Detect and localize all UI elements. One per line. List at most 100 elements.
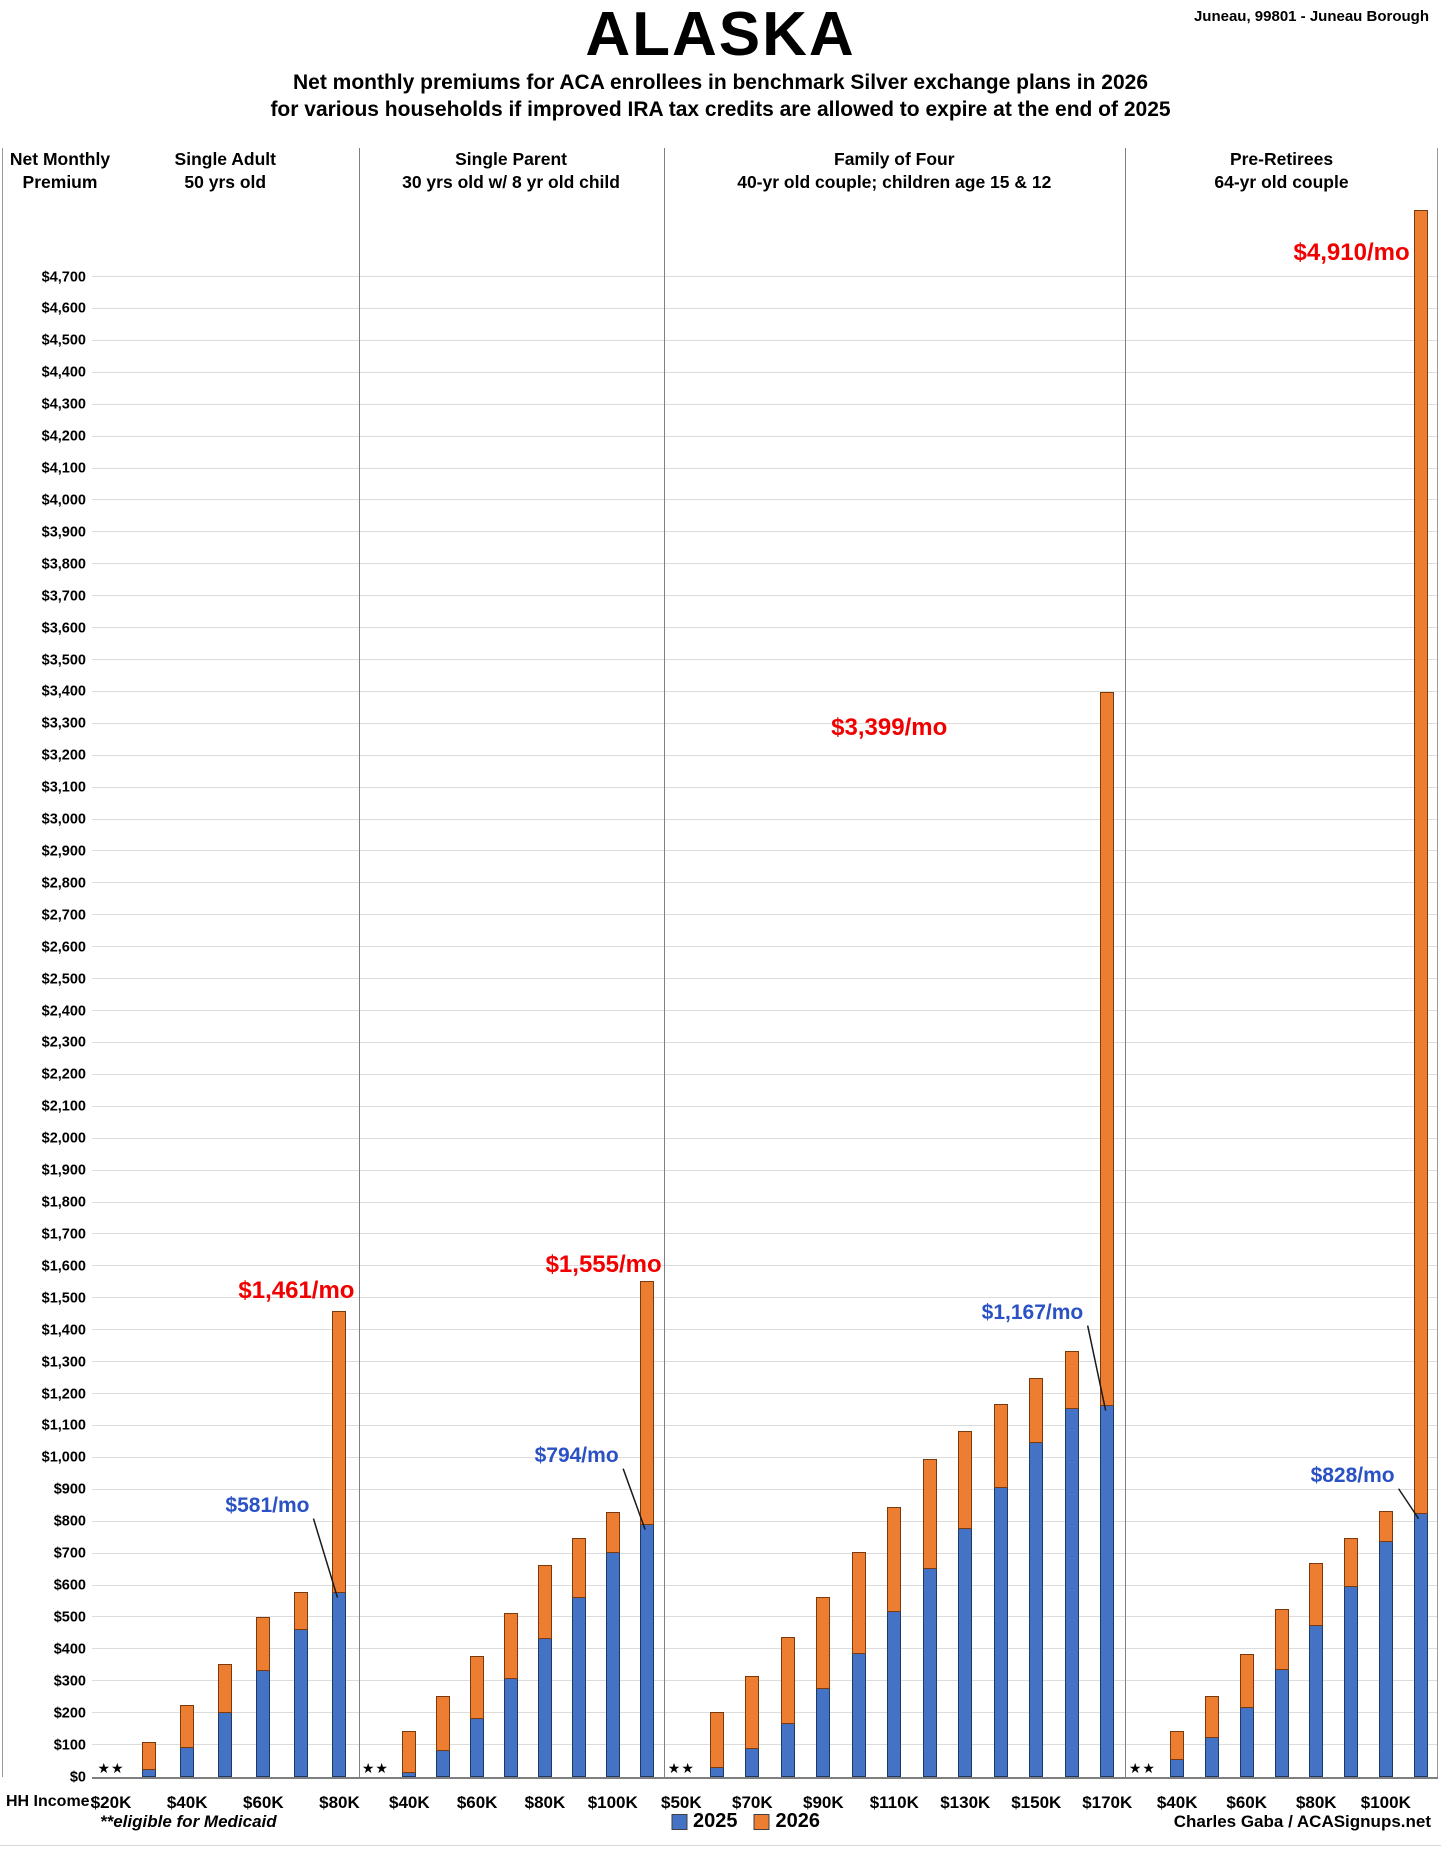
y-tick-label-3600: $3,600 <box>41 619 86 636</box>
bar-2025-single-parent-$110K <box>639 1523 654 1777</box>
gridline-3600 <box>92 627 1438 629</box>
x-tick-label-$60K: $60K <box>242 1793 284 1812</box>
callout-2026-value: $1,555/mo <box>545 1250 662 1278</box>
bar-2026-single-parent-$90K <box>571 1537 586 1598</box>
group-4-bars: ★★ $4,910/mo $828/mo <box>1125 210 1438 1777</box>
bar-2026-pre-retirees-$100K <box>1378 1510 1393 1542</box>
y-tick-label-1700: $1,700 <box>41 1226 86 1243</box>
gridline-300 <box>92 1680 1438 1682</box>
x-tick-label-$60K: $60K <box>1226 1793 1268 1812</box>
group-age-detail: 30 yrs old w/ 8 yr old child <box>402 171 620 192</box>
gridline-4200 <box>92 435 1438 437</box>
bar-2025-pre-retirees-$100K <box>1378 1540 1393 1777</box>
legend-swatch-2026 <box>753 1813 770 1830</box>
bar-2025-family-of-four-$140K <box>993 1486 1008 1777</box>
gridline-4400 <box>92 371 1438 373</box>
group-age-detail: 50 yrs old <box>184 171 267 192</box>
gridline-3500 <box>92 659 1438 660</box>
bar-2026-pre-retirees-$110K <box>1413 210 1428 1514</box>
y-tick-label-2800: $2,800 <box>41 875 86 892</box>
y-tick-label-100: $100 <box>53 1736 86 1753</box>
y-tick-label-0: $0 <box>69 1768 86 1785</box>
bar-2025-family-of-four-$60K <box>709 1767 724 1777</box>
bar-2026-single-parent-$100K <box>605 1512 620 1554</box>
bar-2026-family-of-four-$170K <box>1100 692 1115 1406</box>
gridline-2400 <box>92 1010 1438 1012</box>
group-1-bars: ★★ $1,461/mo $581/mo <box>92 210 359 1777</box>
bar-2026-single-adult-$60K <box>256 1617 271 1672</box>
gridline-3700 <box>92 595 1438 597</box>
gridline-2100 <box>92 1105 1438 1107</box>
bar-2025-single-parent-$50K <box>436 1749 451 1777</box>
y-tick-label-300: $300 <box>53 1673 86 1690</box>
subtitle-line-1: Net monthly premiums for ACA enrollees i… <box>292 71 1149 95</box>
callout-2025-value: $581/mo <box>225 1493 310 1517</box>
y-tick-label-3800: $3,800 <box>41 556 86 573</box>
group-age-detail: 64-yr old couple <box>1214 171 1349 192</box>
bar-2026-single-parent-$110K <box>639 1280 654 1525</box>
y-tick-label-200: $200 <box>53 1704 86 1721</box>
y-tick-label-3400: $3,400 <box>41 683 86 700</box>
x-tick-label-$80K: $80K <box>1295 1793 1337 1812</box>
bar-2025-single-adult-$60K <box>256 1670 271 1777</box>
y-tick-label-600: $600 <box>53 1577 86 1594</box>
y-tick-label-900: $900 <box>53 1481 86 1498</box>
y-tick-label-1300: $1,300 <box>41 1353 86 1370</box>
gridline-2900 <box>92 850 1438 852</box>
gridline-4100 <box>92 467 1438 469</box>
bar-2025-single-parent-$80K <box>537 1638 552 1777</box>
legend-item-2025: 2025 <box>671 1810 738 1833</box>
y-tick-label-4400: $4,400 <box>41 364 86 381</box>
y-tick-label-3100: $3,100 <box>41 779 86 796</box>
x-tick-label-$40K: $40K <box>389 1793 430 1812</box>
y-tick-label-2400: $2,400 <box>41 1002 86 1019</box>
gridline-900 <box>92 1488 1438 1490</box>
group-header-3: Family of Four 40-yr old couple; children… <box>664 148 1125 210</box>
bar-2026-family-of-four-$80K <box>780 1636 795 1724</box>
y-tick-label-2100: $2,100 <box>41 1098 86 1115</box>
subtitle-line-2: for various households if improved IRA t… <box>270 98 1171 122</box>
bar-2026-family-of-four-$150K <box>1029 1378 1044 1443</box>
bar-2026-single-parent-$60K <box>470 1655 485 1719</box>
gridline-1300 <box>92 1361 1438 1363</box>
y-tick-label-1400: $1,400 <box>41 1321 86 1338</box>
bar-2025-single-parent-$60K <box>470 1717 485 1777</box>
chart-frame: Net Monthly Premium $0 $100 $200 $300 $400 $5… <box>0 148 1441 1850</box>
bar-2026-single-parent-$50K <box>436 1695 451 1751</box>
gridline-600 <box>92 1584 1438 1586</box>
x-tick-label-$80K: $80K <box>524 1793 566 1812</box>
y-tick-label-3300: $3,300 <box>41 715 86 732</box>
callout-2026-value: $1,461/mo <box>238 1276 355 1304</box>
bar-2025-single-adult-$70K <box>294 1628 309 1777</box>
y-tick-label-1100: $1,100 <box>41 1417 86 1434</box>
gridline-1800 <box>92 1201 1438 1203</box>
y-tick-label-4500: $4,500 <box>41 332 86 349</box>
gridline-1700 <box>92 1233 1438 1235</box>
chart-subtitle: Net monthly premiums for ACA enrollees i… <box>0 69 1441 124</box>
y-tick-label-3500: $3,500 <box>41 651 86 668</box>
bar-2026-family-of-four-$60K <box>709 1711 724 1769</box>
y-tick-label-4600: $4,600 <box>41 300 86 317</box>
x-axis-title: HH Income: <box>6 1793 95 1810</box>
y-tick-label-4100: $4,100 <box>41 460 86 477</box>
x-tick-label-$80K: $80K <box>319 1793 360 1812</box>
legend-label-2025: 2025 <box>693 1810 738 1832</box>
group-header-2: Single Parent 30 yrs old w/ 8 yr old chil… <box>359 148 664 210</box>
bar-2026-single-adult-$80K <box>332 1310 347 1593</box>
gridline-400 <box>92 1648 1438 1650</box>
bar-2026-pre-retirees-$50K <box>1204 1695 1219 1739</box>
y-axis-title-line-2: Premium <box>22 171 98 192</box>
group-age-detail: 40-yr old couple; children age 15 & 12 <box>737 171 1052 192</box>
gridline-4700 <box>92 276 1438 278</box>
bottom-divider <box>0 1845 1441 1846</box>
y-tick-label-1900: $1,900 <box>41 1162 86 1179</box>
bar-2026-family-of-four-$120K <box>922 1459 937 1569</box>
y-axis-title-line-1: Net Monthly <box>9 149 111 169</box>
legend-label-2026: 2026 <box>775 1810 821 1832</box>
bar-2025-family-of-four-$90K <box>816 1687 831 1777</box>
y-tick-label-1000: $1,000 <box>41 1449 86 1466</box>
bar-2026-family-of-four-$140K <box>993 1403 1008 1488</box>
bar-2026-family-of-four-$160K <box>1064 1350 1079 1410</box>
location-note: Juneau, 99801 - Juneau Borough <box>1193 8 1429 25</box>
bar-2025-pre-retirees-$70K <box>1274 1668 1289 1777</box>
